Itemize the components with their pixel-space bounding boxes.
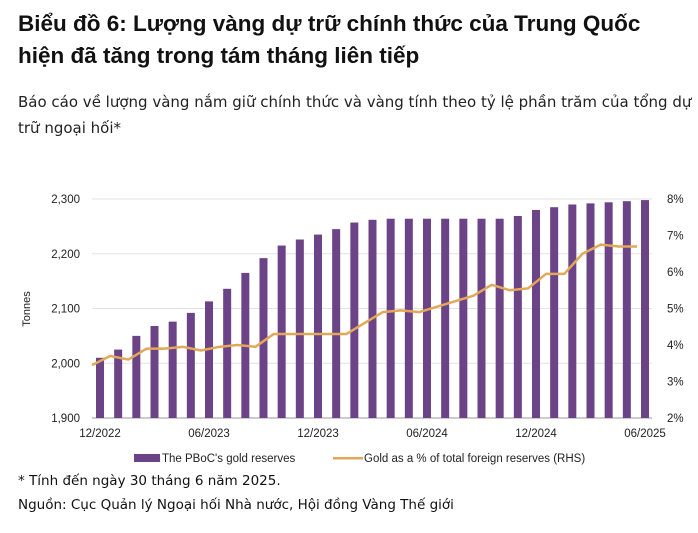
bar-08/2024: [459, 218, 468, 418]
bar-07/2023: [223, 288, 232, 418]
y-tick-label: 2,300: [51, 194, 80, 206]
y2-tick-label: 5%: [667, 304, 684, 316]
bar-12/2023: [314, 234, 322, 418]
bar-06/2023: [205, 301, 213, 418]
bar-07/2024: [441, 218, 450, 418]
y2-tick-label: 6%: [667, 267, 684, 279]
bar-12/2024: [532, 209, 540, 418]
bar-05/2024: [404, 218, 413, 418]
y-tick-label: 2,100: [51, 304, 80, 316]
bar-12/2022: [96, 357, 104, 418]
chart-title: Biểu đồ 6: Lượng vàng dự trữ chính thức …: [18, 11, 641, 68]
bar-04/2023: [168, 321, 177, 418]
legend-swatch-line: [333, 457, 363, 460]
bar-11/2024: [513, 215, 522, 418]
bar-01/2024: [332, 229, 341, 418]
bar-05/2025: [622, 201, 631, 418]
legend-swatch-bar: [134, 454, 160, 462]
y-axis-label: Tonnes: [21, 291, 33, 327]
y2-tick-label: 8%: [667, 194, 684, 206]
y2-tick-label: 4%: [667, 340, 684, 352]
x-tick-label: 12/2023: [297, 428, 339, 440]
legend-label-line: Gold as a % of total foreign reserves (R…: [364, 453, 585, 465]
chart-subtitle: Báo cáo về lượng vàng nắm giữ chính thức…: [18, 93, 692, 137]
bar-06/2024: [423, 218, 431, 418]
x-tick-label: 06/2025: [624, 428, 666, 440]
bar-02/2023: [132, 335, 141, 418]
x-tick-label: 12/2024: [515, 428, 557, 440]
bar-01/2025: [550, 207, 559, 418]
bar-04/2025: [604, 202, 613, 418]
bar-03/2025: [586, 203, 595, 418]
footnote: * Tính đến ngày 30 tháng 6 năm 2025.: [18, 473, 281, 489]
y2-tick-label: 3%: [667, 377, 684, 389]
bar-11/2023: [295, 239, 304, 418]
bar-04/2024: [386, 218, 395, 418]
bar-05/2023: [186, 312, 195, 418]
bar-01/2023: [114, 349, 123, 418]
x-tick-label: 06/2023: [188, 428, 230, 440]
source-note: Nguồn: Cục Quản lý Ngoại hối Nhà nước, H…: [18, 497, 454, 513]
legend: The PBoC's gold reserves Gold as a % of …: [134, 453, 585, 465]
x-tick-label: 12/2022: [79, 428, 121, 440]
y-tick-label: 1,900: [51, 413, 80, 425]
bar-02/2025: [568, 204, 577, 418]
y2-tick-label: 7%: [667, 231, 684, 243]
x-tick-label: 06/2024: [406, 428, 448, 440]
bar-02/2024: [350, 222, 359, 418]
gold-percent-line: [91, 243, 637, 367]
bar-06/2025: [641, 200, 649, 418]
bar-09/2023: [259, 258, 268, 418]
bar-03/2023: [150, 326, 159, 418]
y2-tick-label: 2%: [667, 413, 684, 425]
y-tick-label: 2,200: [51, 249, 80, 261]
bar-10/2024: [495, 218, 504, 418]
y-tick-label: 2,000: [51, 358, 80, 370]
bar-09/2024: [477, 218, 486, 418]
bar-10/2023: [277, 245, 286, 418]
legend-label-bar: The PBoC's gold reserves: [162, 453, 295, 465]
